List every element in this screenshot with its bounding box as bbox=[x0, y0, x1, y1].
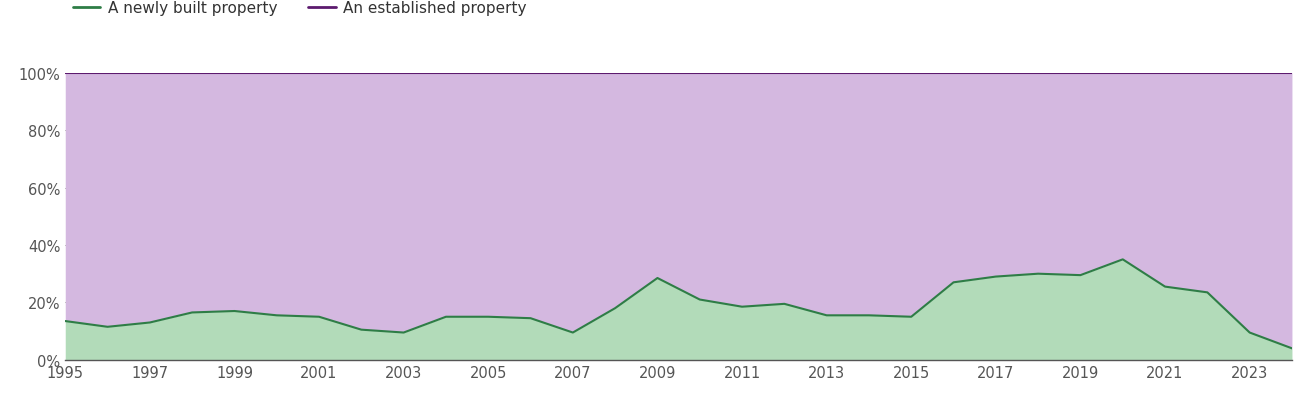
Legend: A newly built property, An established property: A newly built property, An established p… bbox=[73, 1, 527, 16]
